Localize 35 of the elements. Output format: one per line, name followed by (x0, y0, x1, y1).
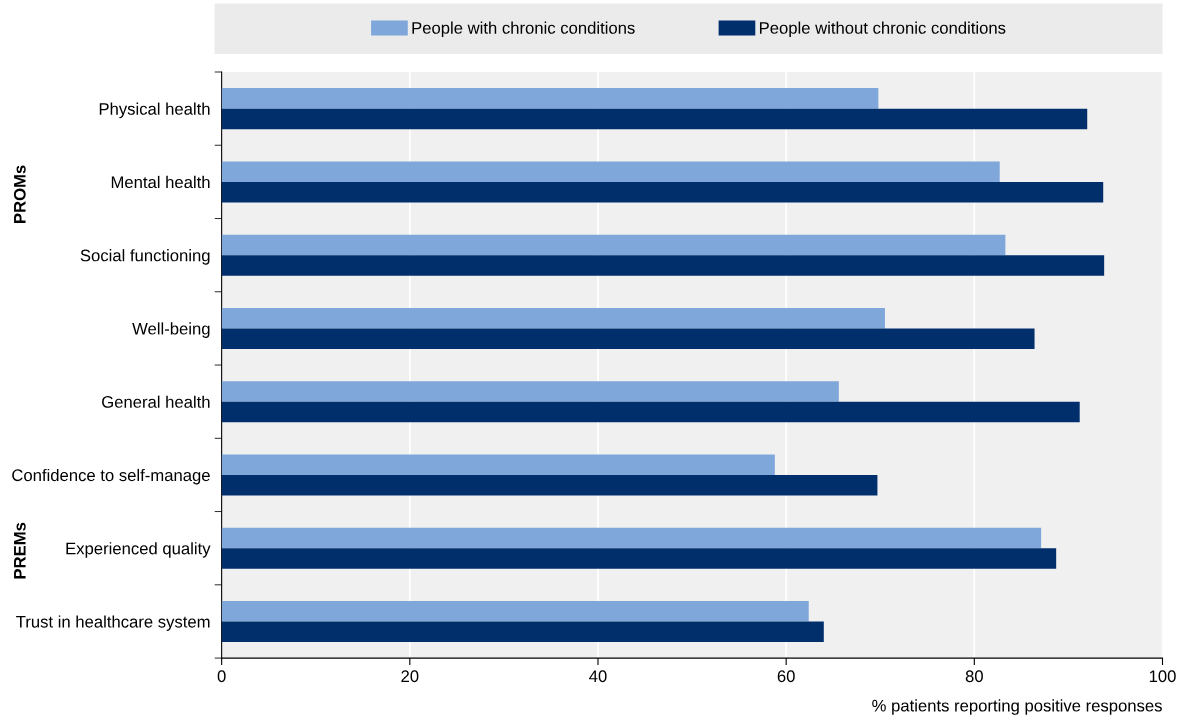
bar (221, 108, 1088, 130)
bar (221, 381, 839, 402)
x-tick-label: 100 (1149, 670, 1176, 683)
text: PROMs (13, 165, 26, 223)
text: PREMs (14, 522, 26, 579)
x-tick-label: 0 (217, 670, 226, 683)
bar (221, 161, 1000, 182)
y-tick-label: Confidence to self-manage (12, 468, 210, 485)
y-tick-label: Physical health (99, 102, 210, 119)
bar (221, 181, 1104, 203)
bar (221, 255, 1105, 276)
bar (221, 548, 1057, 569)
x-tick-label: 40 (589, 670, 607, 683)
bar (221, 474, 878, 496)
x-tick-label: 60 (777, 670, 795, 683)
bar (221, 600, 809, 622)
y-tick-label: General health (102, 395, 210, 408)
y-tick-label: Mental health (111, 175, 210, 189)
bar (221, 401, 1080, 423)
x-axis-title: % patients reporting positive responses (872, 699, 1162, 715)
bar (221, 307, 885, 329)
y-tick-label: Well-being (132, 322, 210, 338)
bar (221, 88, 879, 109)
legend-label: People without chronic conditions (759, 21, 1006, 38)
x-tick-label: 20 (401, 670, 419, 683)
bar (221, 328, 1035, 349)
bar (221, 621, 824, 642)
x-tick-label: 80 (965, 670, 983, 683)
y-tick-label: Trust in healthcare system (16, 615, 210, 631)
bar (221, 234, 1006, 256)
bar (221, 454, 775, 475)
bar (221, 527, 1042, 549)
y-tick-label: Social functioning (80, 249, 210, 265)
legend-label: People with chronic conditions (412, 21, 635, 38)
y-tick-label: Experienced quality (66, 542, 211, 558)
